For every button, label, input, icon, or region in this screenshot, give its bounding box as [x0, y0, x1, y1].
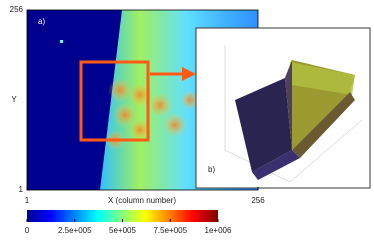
x-tick-label: 1 — [25, 196, 30, 205]
inset-surface — [224, 45, 363, 183]
heatmap-hotspots — [105, 78, 200, 150]
y-tick-label: 1 — [19, 185, 24, 194]
colorbar-tick-label: 0 — [25, 226, 30, 235]
colorbar-tick-label: 1e+006 — [205, 226, 232, 235]
x-tick-label: 256 — [251, 196, 265, 205]
colorbar-tick-label: 2.5e+005 — [58, 226, 92, 235]
inset-label: b) — [208, 165, 215, 174]
colorbar-tick-label: 7.5e+005 — [153, 226, 187, 235]
speckle — [60, 40, 63, 43]
zoom-box — [79, 60, 150, 142]
y-axis-label: Y — [11, 95, 17, 104]
y-tick-label: 256 — [10, 5, 24, 14]
panel-label: a) — [38, 17, 45, 26]
colorbar-tick-label: 5e+005 — [109, 226, 136, 235]
zoom-arrow-head — [182, 67, 196, 81]
x-axis-label: X (column number) — [108, 196, 176, 205]
